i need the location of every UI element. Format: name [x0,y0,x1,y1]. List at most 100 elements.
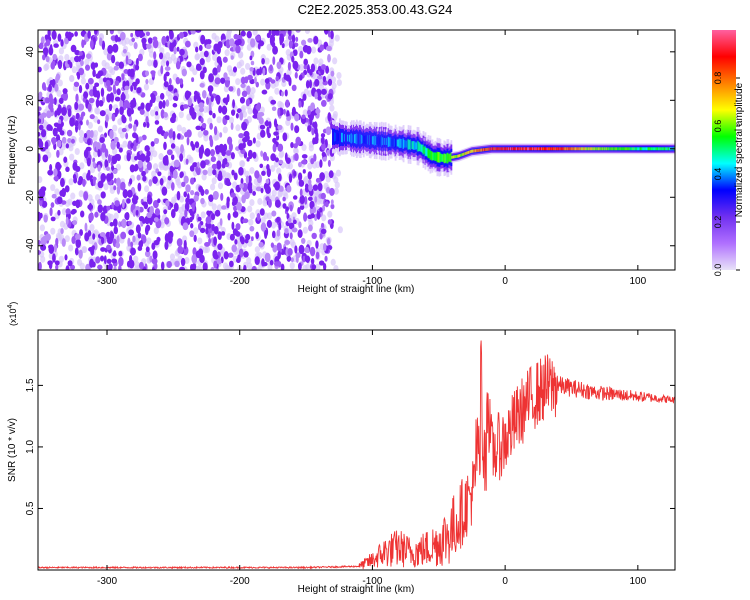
noise-blob [294,152,299,162]
signal-core-mark [621,147,624,151]
noise-blob [243,251,249,258]
noise-blob [54,110,58,118]
noise-speckle [273,160,279,168]
colorbar-tick-label: 0.8 [713,72,723,85]
x-tick-label: -100 [362,276,382,287]
noise-blob [205,216,212,225]
signal-core-mark [558,147,561,151]
colorbar-tick-label: 0.4 [713,168,723,181]
noise-blob [277,173,282,182]
noise-blob [110,140,116,151]
noise-blob [191,77,195,83]
noise-speckle [40,255,46,263]
noise-blob [49,207,53,217]
noise-speckle [307,162,313,170]
noise-speckle [302,226,308,234]
signal-core-mark [341,132,344,143]
noise-blob [252,151,257,159]
noise-speckle [313,57,319,65]
noise-blob [253,106,257,116]
noise-blob [328,170,334,179]
noise-blob [165,60,170,67]
noise-speckle [285,49,291,57]
noise-speckle [321,214,327,222]
noise-blob [89,39,94,49]
signal-core-mark [503,147,506,151]
noise-blob [149,205,154,215]
signal-core-mark [644,147,647,151]
noise-speckle [283,39,289,47]
noise-blob [38,66,42,73]
noise-blob [100,191,106,199]
spectrogram-x-label: Height of straight line (km) [298,284,415,295]
noise-blob [98,37,103,46]
noise-blob [155,111,159,116]
noise-blob [220,77,226,84]
noise-blob [67,59,71,65]
noise-blob [83,133,88,139]
signal-core-mark [348,134,351,142]
noise-speckle [167,93,174,101]
noise-blob [290,257,294,263]
noise-blob [161,35,167,46]
noise-speckle [92,134,98,142]
noise-speckle [68,178,74,186]
noise-speckle [188,156,194,164]
signal-core-mark [491,147,494,151]
signal-core-mark [639,147,642,151]
snr-frame [37,329,676,571]
noise-blob [249,67,254,72]
noise-blob [327,93,333,100]
noise-blob [262,151,268,161]
noise-blob [179,171,184,178]
noise-blob [153,51,157,60]
noise-blob [195,166,199,173]
noise-blob [271,106,277,112]
signal-core-mark [518,147,520,151]
noise-speckle [211,177,217,185]
noise-blob [284,239,291,246]
noise-blob [223,251,229,260]
noise-blob [146,150,151,157]
noise-blob [312,184,319,191]
signal-core-mark [349,133,352,143]
snr-x-ticks: -300 -200 -100 0 100 [97,330,647,587]
noise-speckle [256,266,262,270]
noise-speckle [260,78,266,86]
signal-core-mark [536,147,538,151]
noise-blob [179,48,185,56]
noise-blob [215,94,221,103]
noise-blob [74,165,81,173]
noise-blob [124,211,130,221]
noise-speckle [151,170,157,178]
noise-blob [181,181,186,188]
noise-blob [215,145,221,155]
signal-core-mark [566,147,569,151]
noise-blob [160,65,164,75]
noise-blob [152,36,158,42]
signal-core-mark [595,147,598,151]
noise-speckle [282,189,288,197]
noise-blob [183,175,189,184]
noise-blob [112,218,118,227]
noise-blob [259,208,265,216]
noise-blob [314,196,318,203]
noise-speckle [69,153,75,161]
noise-speckle [249,166,255,174]
signal-core-mark [494,147,497,151]
noise-blob [210,95,214,102]
signal-core-mark [405,140,408,148]
signal-core-mark [554,147,557,151]
colorbar-label: Normalized spectral amplitude [734,82,745,217]
signal-core-mark [408,140,411,150]
signal-core-mark [618,147,621,151]
noise-blob [264,252,271,263]
signal-core-mark [551,147,554,151]
noise-blob [288,173,293,183]
noise-blob [298,179,305,187]
signal-core-mark [468,150,471,154]
noise-blob [87,169,91,178]
noise-speckle [44,63,50,71]
noise-speckle [291,212,297,220]
